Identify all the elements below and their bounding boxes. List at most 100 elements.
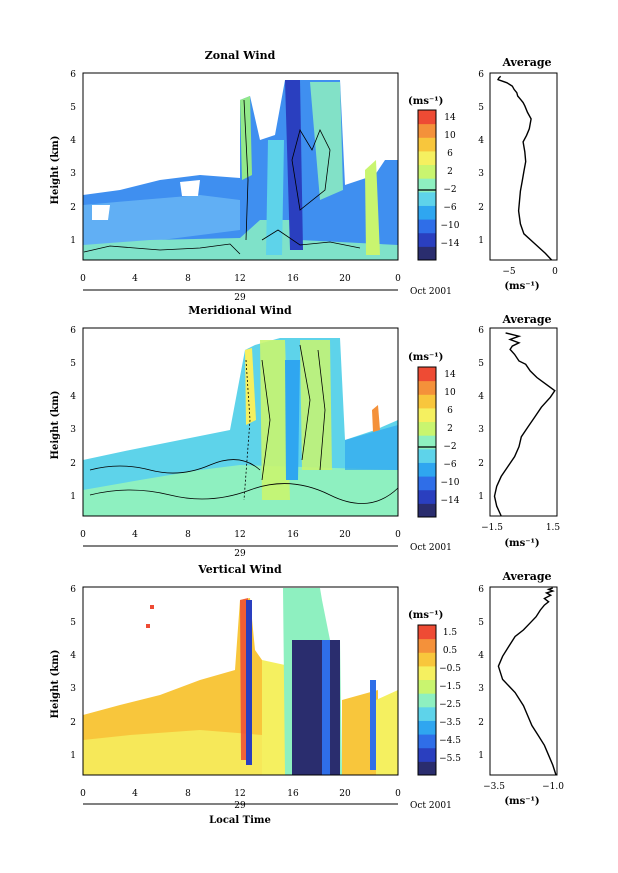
y-tick-label: 4 [70,651,76,661]
avg-y-tick-label: 6 [478,70,484,80]
colorbar-tick-label: −14 [441,496,460,506]
y-tick-label: 5 [70,618,76,628]
y-tick-label: 3 [70,169,76,179]
avg-x-tick-label: −1.5 [481,523,503,533]
colorbar-swatch [418,761,436,776]
colorbar-swatch [418,625,436,640]
average-title: Average [501,56,551,69]
x-tick-label: 12 [234,530,245,540]
colorbar-swatch [418,219,436,234]
y-tick-label: 5 [70,103,76,113]
colorbar-swatch [418,693,436,708]
colorbar-tick-label: 6 [447,406,453,416]
colorbar-tick-label: 0.5 [443,646,458,656]
x-tick-label: 12 [234,274,245,284]
y-axis-label: Height (km) [50,391,61,460]
colorbar: 14 10 6 2 −2 −6 −10 −14 [417,366,460,518]
x-tick-label: 0 [80,789,86,799]
colorbar-swatch [418,638,436,653]
plot-frame [82,72,399,261]
colorbar-swatch [418,679,436,694]
avg-x-unit: (ms⁻¹) [504,796,539,807]
y-tick-label: 2 [70,203,76,213]
plot-frame [82,327,399,517]
colorbar-tick-label: −2 [443,185,456,195]
avg-y-tick-label: 4 [478,651,484,661]
colorbar-frame [417,109,437,261]
x-tick-label: 0 [80,274,86,284]
avg-y-tick-label: 3 [478,169,484,179]
x-tick-label: 0 [80,530,86,540]
colorbar-swatch [418,734,436,749]
avg-y-tick-label: 3 [478,684,484,694]
avg-y-tick-label: 6 [478,326,484,336]
colorbar-swatch [418,150,436,166]
colorbar-tick-label: −10 [441,478,460,488]
avg-y-tick-label: 3 [478,425,484,435]
avg-y-tick-label: 2 [478,718,484,728]
month-label: Oct 2001 [410,287,452,297]
x-tick-label: 12 [234,789,245,799]
colorbar-tick-label: 10 [444,131,456,141]
colorbar-swatch [418,720,436,735]
colorbar-swatch [418,489,436,504]
x-tick-label: 16 [287,530,299,540]
colorbar-swatch [418,123,436,138]
x-tick-label: 16 [287,274,299,284]
colorbar-tick-label: 1.5 [443,628,458,638]
panel-zonal: Zonal Wind Height (km) 1 2 3 4 5 6 0 4 8… [50,49,558,303]
average-frame [489,72,558,261]
avg-y-tick-label: 4 [478,136,484,146]
x-tick-label: 4 [132,530,138,540]
panel-title: Meridional Wind [188,304,292,317]
y-tick-label: 3 [70,684,76,694]
heatmap-vertical [83,588,398,775]
avg-x-tick-label: −1.0 [542,782,564,792]
colorbar-swatch [418,394,436,409]
avg-x-tick-label: −5 [502,267,516,277]
day-label: 29 [234,801,246,811]
panel-title: Vertical Wind [197,563,282,576]
colorbar-swatch [418,665,436,681]
colorbar-tick-label: −3.5 [439,718,461,728]
panel-title: Zonal Wind [205,49,276,62]
colorbar-swatch [418,407,436,423]
x-tick-label: 8 [185,789,191,799]
month-label: Oct 2001 [410,543,452,553]
colorbar-unit: (ms⁻¹) [408,96,443,107]
colorbar-swatch [418,421,436,436]
colorbar-swatch [418,232,436,247]
y-tick-label: 1 [70,492,76,502]
avg-y-tick-label: 5 [478,618,484,628]
colorbar-swatch [418,435,436,450]
colorbar-tick-label: −10 [441,221,460,231]
y-tick-label: 1 [70,751,76,761]
panel-vertical: Vertical Wind Height (km) 1 2 3 4 5 6 0 … [50,563,564,826]
y-tick-label: 3 [70,425,76,435]
colorbar-swatch [418,191,436,206]
y-tick-label: 2 [70,718,76,728]
colorbar-tick-label: 14 [444,370,456,380]
average-profile-line [497,587,557,776]
y-tick-label: 1 [70,236,76,246]
avg-y-tick-label: 1 [478,236,484,246]
colorbar-frame [417,366,437,518]
colorbar-tick-label: −14 [441,239,460,249]
colorbar-tick-label: 14 [444,113,456,123]
y-axis-label: Height (km) [50,136,61,205]
colorbar-tick-label: −6 [443,460,457,470]
avg-x-tick-label: 0 [552,267,558,277]
day-label: 29 [234,293,246,303]
y-axis-label: Height (km) [50,650,61,719]
colorbar-tick-label: −1.5 [439,682,461,692]
average-title: Average [501,570,551,583]
colorbar-swatch [418,367,436,382]
avg-y-tick-label: 5 [478,359,484,369]
colorbar: 1.5 0.5 −0.5 −1.5 −2.5 −3.5 −4.5 −5.5 [417,624,461,776]
colorbar-unit: (ms⁻¹) [408,352,443,363]
avg-y-tick-label: 1 [478,751,484,761]
day-label: 29 [234,549,246,559]
x-tick-label: 8 [185,530,191,540]
colorbar: 14 10 6 2 −2 −6 −10 −14 [417,109,460,261]
